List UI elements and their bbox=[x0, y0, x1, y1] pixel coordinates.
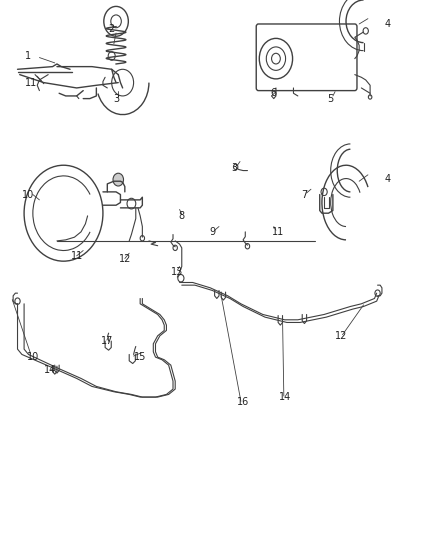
Text: 11: 11 bbox=[272, 227, 284, 237]
Text: 12: 12 bbox=[336, 331, 348, 341]
Text: 14: 14 bbox=[44, 366, 57, 375]
Text: 17: 17 bbox=[101, 336, 113, 346]
Text: 11: 11 bbox=[25, 78, 37, 87]
Text: 5: 5 bbox=[328, 94, 334, 103]
Circle shape bbox=[113, 173, 124, 186]
Text: 10: 10 bbox=[22, 190, 35, 199]
Text: 11: 11 bbox=[71, 251, 83, 261]
Text: 7: 7 bbox=[301, 190, 307, 199]
Text: 9: 9 bbox=[209, 227, 215, 237]
Text: 2: 2 bbox=[109, 25, 115, 34]
Text: 3: 3 bbox=[113, 94, 119, 103]
Text: 4: 4 bbox=[385, 174, 391, 183]
Text: 14: 14 bbox=[279, 392, 291, 402]
Text: 6: 6 bbox=[271, 88, 277, 98]
Text: 15: 15 bbox=[134, 352, 146, 362]
Text: 1: 1 bbox=[25, 51, 32, 61]
Text: 12: 12 bbox=[119, 254, 131, 263]
Text: 3: 3 bbox=[231, 163, 237, 173]
Text: 16: 16 bbox=[237, 398, 249, 407]
Text: 10: 10 bbox=[27, 352, 39, 362]
Text: 4: 4 bbox=[385, 19, 391, 29]
Text: 13: 13 bbox=[171, 267, 184, 277]
Text: 8: 8 bbox=[179, 211, 185, 221]
